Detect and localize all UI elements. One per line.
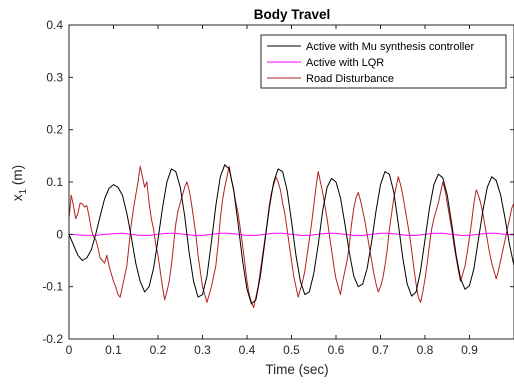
series-line-0 <box>69 164 514 305</box>
x-tick-label: 0.7 <box>372 343 389 357</box>
legend-label: Active with LQR <box>306 57 384 69</box>
tick-layer: 0 0.1 0.2 0.3 0.4 0.5 0.6 0.7 0.8 0.9 -0.2 -0.1 0 0.1… <box>42 18 514 357</box>
y-axis-label-unit: (m) <box>10 165 25 189</box>
x-tick-label: 0.1 <box>105 343 122 357</box>
chart-title: Body Travel <box>254 7 331 22</box>
x-tick-label: 0.2 <box>150 343 167 357</box>
x-tick-label: 0.4 <box>239 343 256 357</box>
x-tick-label: 0.8 <box>417 343 434 357</box>
y-axis-label-main: x <box>10 194 25 201</box>
y-tick-label: -0.2 <box>42 332 63 346</box>
y-tick-label: 0 <box>56 227 63 241</box>
x-tick-label: 0.5 <box>283 343 300 357</box>
legend: Active with Mu synthesis controller Activ… <box>260 34 507 89</box>
series-line-1 <box>69 232 514 236</box>
y-tick-label: 0.1 <box>46 175 63 189</box>
y-tick-label: 0.3 <box>46 70 63 84</box>
y-tick-label: -0.1 <box>42 280 63 294</box>
legend-label: Active with Mu synthesis controller <box>306 41 474 53</box>
y-tick-label: 0.4 <box>46 18 63 32</box>
series-line-2 <box>69 165 514 309</box>
y-axis-label-sub: 1 <box>18 188 29 194</box>
x-axis-label: Time (sec) <box>265 362 328 377</box>
x-tick-label: 0.6 <box>328 343 345 357</box>
x-tick-label: 0.3 <box>194 343 211 357</box>
y-tick-label: 0.2 <box>46 123 63 137</box>
legend-label: Road Disturbance <box>306 73 394 85</box>
x-tick-label: 0 <box>66 343 73 357</box>
y-axis-label: x1 (m) <box>10 165 29 201</box>
series-layer <box>69 164 514 309</box>
x-tick-label: 0.9 <box>461 343 478 357</box>
legend-box <box>260 34 507 89</box>
